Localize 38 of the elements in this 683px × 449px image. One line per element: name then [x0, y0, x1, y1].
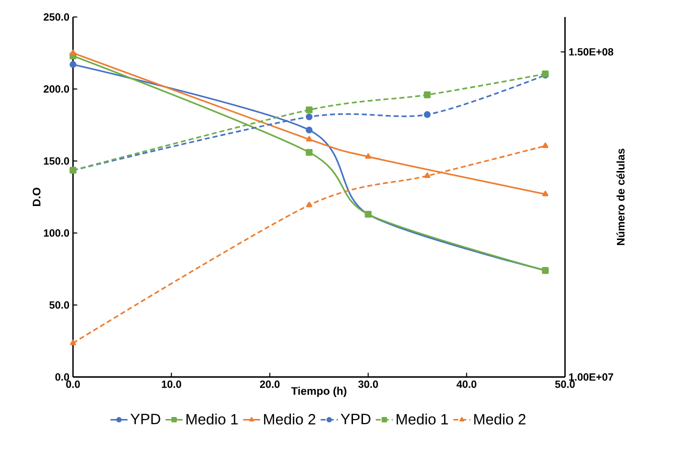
- point: [70, 50, 76, 56]
- y-tick-label: 150.0: [44, 157, 70, 165]
- y-tick-label: 100.0: [44, 229, 70, 237]
- point: [424, 111, 431, 118]
- point: [424, 91, 431, 98]
- point: [70, 61, 76, 68]
- legend-label: Medio 1: [186, 414, 238, 425]
- legend-label: YPD: [130, 414, 160, 424]
- legend-label: Medio 1: [396, 414, 448, 425]
- point: [424, 172, 430, 178]
- y-tick-label: 0.0: [55, 373, 70, 381]
- point: [365, 153, 372, 159]
- x-tick-label: 30.0: [358, 380, 378, 388]
- point: [306, 113, 313, 120]
- point: [70, 340, 76, 346]
- x-axis-title: Tiempo (h): [291, 386, 346, 397]
- legend-label: YPD: [340, 414, 370, 424]
- point: [306, 126, 313, 134]
- point: [306, 136, 312, 142]
- x-tick-label: 50.0: [555, 380, 575, 388]
- legend-label: Medio 2: [474, 414, 526, 425]
- y2-axis-title: Número de células: [616, 148, 625, 245]
- y2-tick-label: 1.00E+07: [569, 373, 614, 381]
- point: [542, 142, 548, 148]
- legend-label: Medio 2: [264, 414, 316, 425]
- x-tick-label: 40.0: [456, 380, 476, 388]
- point: [306, 148, 313, 156]
- y2-tick-label: 1.50E+08: [569, 48, 614, 56]
- point: [306, 106, 313, 114]
- x-tick-label: 20.0: [260, 380, 280, 388]
- y-tick-label: 250.0: [44, 13, 70, 21]
- y-axis-title: D.O: [32, 188, 40, 206]
- point: [542, 190, 548, 196]
- x-tick-label: 10.0: [162, 380, 182, 388]
- point: [306, 202, 312, 208]
- y-tick-label: 200.0: [44, 85, 70, 93]
- x-tick-label: 0.0: [66, 380, 80, 388]
- y-tick-label: 50.0: [49, 301, 70, 309]
